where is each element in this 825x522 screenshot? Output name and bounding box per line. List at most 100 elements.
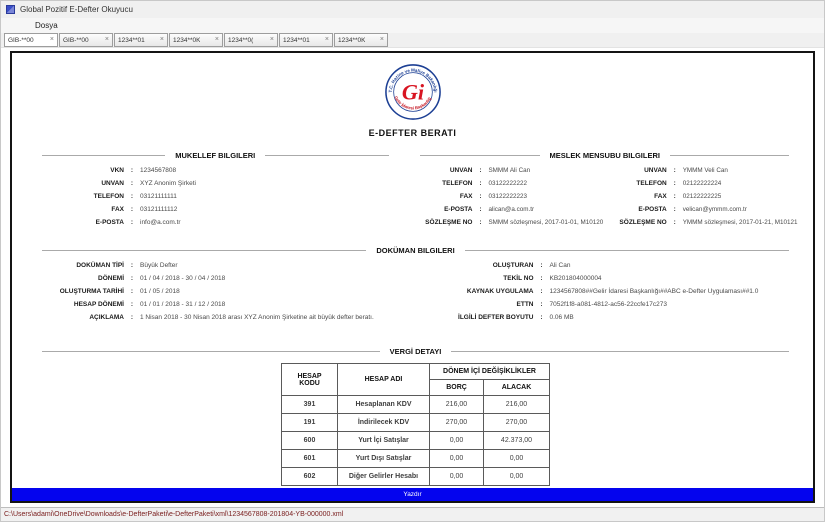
viewer-area: T.C. Hazine ve Maliye Bakanlığı Gelir İd… [1,48,824,507]
field-separator: : [540,262,543,269]
field-value: Büyük Defter [140,262,178,269]
field-value: SMMM sözleşmesi, 2017-01-01, M10120 [488,219,604,226]
table-row: 191 İndirilecek KDV 270,00 270,00 [281,413,550,432]
field-label: TEKİL NO [503,275,534,282]
divider-line [464,250,789,251]
field-separator: : [479,180,482,187]
column-header-hesap-kodu: HESAP KODU [281,363,338,396]
section-header: DOKÜMAN BILGILERI [32,246,799,255]
field-label: HESAP DÖNEMİ [73,301,124,308]
field-value: velican@ymmm.com.tr [682,206,747,213]
field-label: ETTN [516,301,534,308]
vergi-table: HESAP KODU HESAP ADI DÖNEM İÇİ DEĞİŞİKLİ… [281,363,550,486]
cell-alacak: 270,00 [483,413,550,432]
menu-item-dosya[interactable]: Dosya [35,21,58,30]
tab-label: 1234**0K [173,36,201,44]
vergi-table-wrap: HESAP KODU HESAP ADI DÖNEM İÇİ DEĞİŞİKLİ… [32,363,799,486]
cell-hesap-kodu: 602 [281,467,338,486]
tab-5[interactable]: 1234**0( × [224,33,278,47]
field-separator: : [673,206,676,213]
info-row: TELEFON : 03121111111 [32,193,398,206]
tab-close-icon[interactable]: × [379,36,384,43]
cell-hesap-adi: Yurt Dışı Satışlar [337,449,430,468]
info-row: DÖNEMİ : 01 / 04 / 2018 - 30 / 04 / 2018 [32,275,416,288]
field-label: TELEFON [93,193,124,200]
field-value: 02122222225 [682,193,722,200]
field-label: FAX [459,193,473,200]
app-icon [6,5,15,14]
table-row: 601 Yurt Dışı Satışlar 0,00 0,00 [281,449,550,468]
field-label: UNVAN [101,180,124,187]
field-label: SÖZLEŞME NO [619,219,667,226]
tab-close-icon[interactable]: × [214,36,219,43]
field-label: İLGİLİ DEFTER BOYUTU [458,314,534,321]
field-separator: : [130,301,134,308]
meslek-ymm-column: UNVAN : YMMM Veli Can TELEFON : 02122222… [605,167,799,232]
field-value: YMMM sözleşmesi, 2017-01-21, M10121 [682,219,798,226]
info-row: HESAP DÖNEMİ : 01 / 01 / 2018 - 31 / 12 … [32,301,416,314]
field-separator: : [673,167,676,174]
field-separator: : [130,206,134,213]
field-label: E-POSTA [95,219,124,226]
info-row: E-POSTA : info@a.com.tr [32,219,398,232]
title-bar: Global Pozitif E-Defter Okuyucu [1,1,824,18]
table-row: 600 Yurt İçi Satışlar 0,00 42.373,00 [281,431,550,450]
field-label: AÇIKLAMA [89,314,124,321]
divider-line [420,155,540,156]
field-value: Ali Can [549,262,571,269]
field-value: 0.06 MB [549,314,574,321]
tab-close-icon[interactable]: × [159,36,164,43]
info-row: İLGİLİ DEFTER BOYUTU : 0.06 MB [416,314,800,327]
tab-close-icon[interactable]: × [269,36,274,43]
field-value: 1234567808##Gelir İdaresi Başkanlığı##AB… [549,288,759,295]
column-header-alacak: ALACAK [483,379,550,396]
info-row: FAX : 03121111112 [32,206,398,219]
info-row: ETTN : 7052f1f8-a081-4812-ac56-22ccfe17c… [416,301,800,314]
field-separator: : [540,314,543,321]
tab-label: 1234**0K [338,36,366,44]
field-separator: : [673,219,676,226]
tab-2[interactable]: GIB-**00 × [59,33,113,47]
field-label: OLUŞTURMA TARİHİ [59,288,124,295]
field-value: 03121111111 [140,193,177,200]
field-value: 1234567808 [140,167,177,174]
tab-4[interactable]: 1234**0K × [169,33,223,47]
tab-close-icon[interactable]: × [324,36,329,43]
tab-1[interactable]: GIB-**00 × [4,33,58,47]
tab-3[interactable]: 1234**01 × [114,33,168,47]
info-row: AÇIKLAMA : 1 Nisan 2018 - 30 Nisan 2018 … [32,314,416,327]
tab-label: 1234**01 [118,36,145,44]
field-label: KAYNAK UYGULAMA [466,288,534,295]
cell-alacak: 216,00 [483,395,550,414]
tab-close-icon[interactable]: × [104,36,109,43]
gib-logo: T.C. Hazine ve Maliye Bakanlığı Gelir İd… [12,63,813,121]
tab-close-icon[interactable]: × [49,36,54,43]
field-value: 03122222222 [488,180,528,187]
field-separator: : [479,219,482,226]
tab-label: 1234**01 [283,36,310,44]
cell-hesap-kodu: 391 [281,395,338,414]
meslek-columns: UNVAN : SMMM Ali Can TELEFON : 031222222… [410,167,799,232]
top-sections: MUKELLEF BILGILERI VKN : 1234567808 UNVA… [12,151,813,232]
field-label: TELEFON [442,180,473,187]
field-label: UNVAN [644,167,667,174]
column-header-hesap-adi: HESAP ADI [337,363,430,396]
field-value: KB201804000004 [549,275,602,282]
print-button[interactable]: Yazdır [12,488,813,501]
divider-line [265,155,389,156]
field-separator: : [130,167,134,174]
field-separator: : [479,206,482,213]
tab-6[interactable]: 1234**01 × [279,33,333,47]
field-separator: : [130,275,134,282]
document-title: E-DEFTER BERATI [368,128,457,138]
tab-7[interactable]: 1234**0K × [334,33,388,47]
section-header: MUKELLEF BILGILERI [32,151,398,160]
status-bar: C:\Users\adami\OneDrive\Downloads\e-Deft… [1,507,824,521]
field-separator: : [130,193,134,200]
cell-hesap-adi: Hesaplanan KDV [337,395,430,414]
info-row: KAYNAK UYGULAMA : 1234567808##Gelir İdar… [416,288,800,301]
field-separator: : [673,180,676,187]
field-separator: : [130,288,134,295]
logo-monogram: Gi [401,80,424,105]
